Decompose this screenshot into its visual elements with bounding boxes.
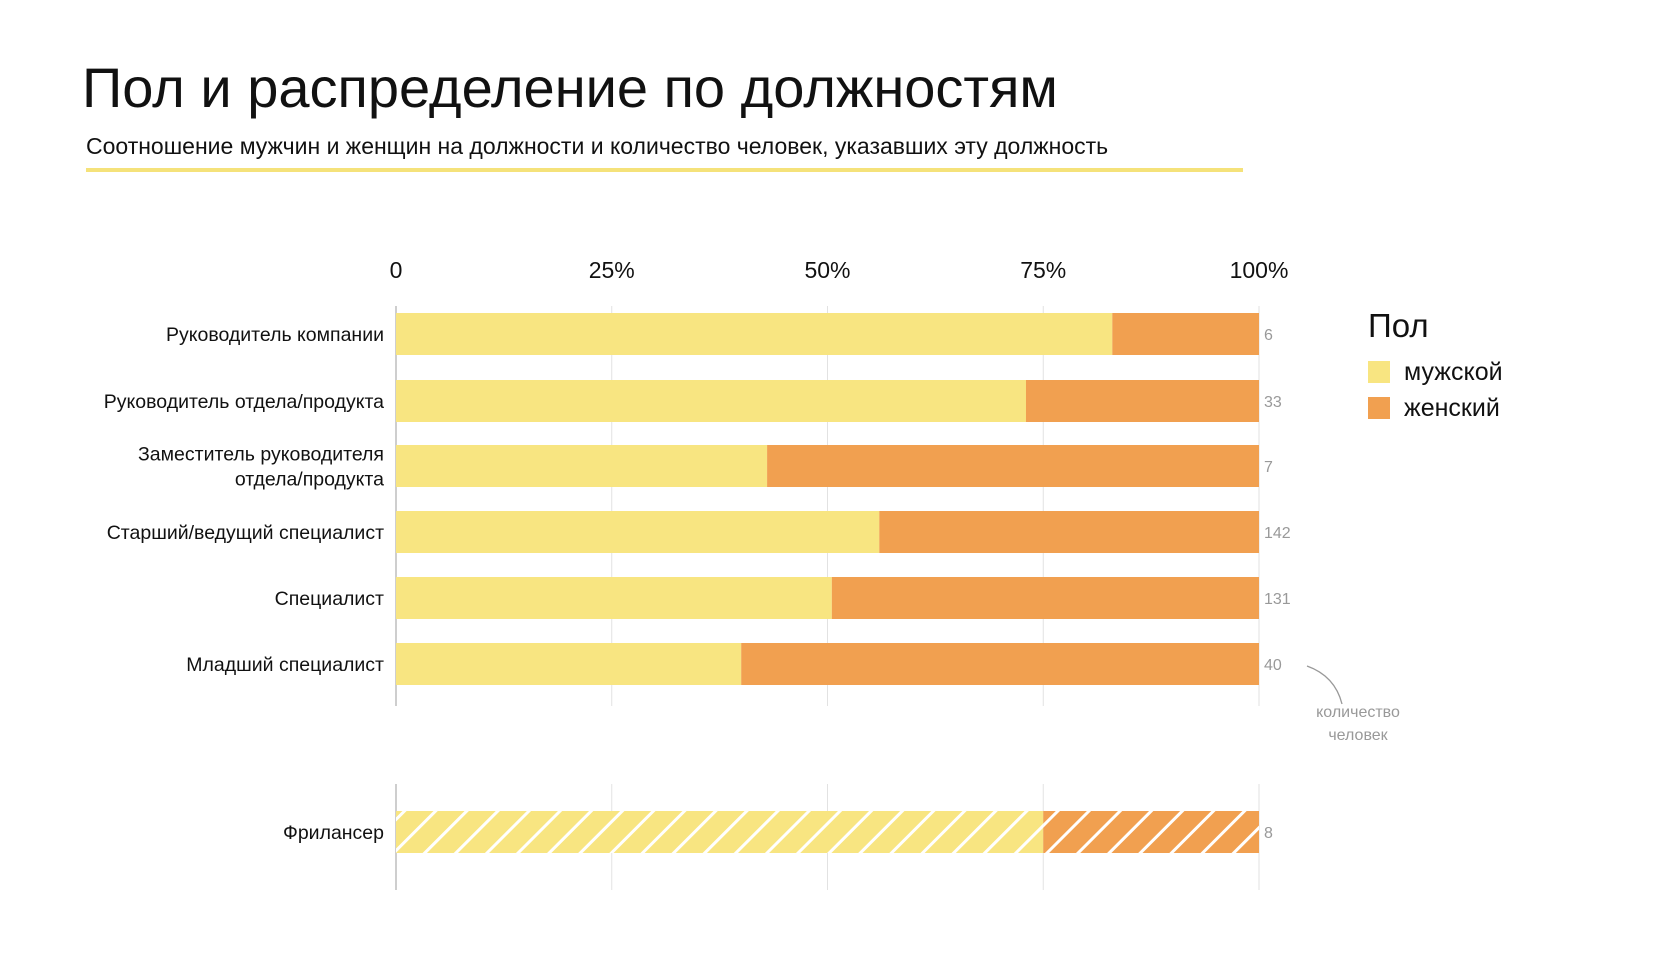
- chart-title: Пол и распределение по должностям: [82, 56, 1058, 119]
- x-tick-label-3: 75%: [1020, 257, 1066, 283]
- bar-female-group0-row5: [741, 643, 1259, 685]
- category-label-group0-row2-line0: Заместитель руководителя: [138, 444, 384, 466]
- legend-swatch-female: [1368, 397, 1390, 419]
- count-label-group0-row5: 40: [1264, 657, 1282, 674]
- bar-female-group0-row3: [879, 511, 1259, 553]
- bar-female-group0-row1: [1025, 380, 1259, 422]
- legend-item-male: мужской: [1368, 354, 1503, 390]
- count-label-group0-row3: 142: [1264, 525, 1291, 542]
- legend-swatch-male: [1368, 361, 1390, 383]
- category-label-group1-row0-line0: Фрилансер: [283, 822, 384, 844]
- category-label-group0-row1-line0: Руководитель отдела/продукта: [104, 391, 384, 413]
- count-label-group0-row1: 33: [1264, 394, 1282, 411]
- bars-layer: Руководитель компании 6 Руководитель отдел…: [104, 313, 1291, 853]
- count-label-group0-row4: 131: [1264, 591, 1291, 608]
- legend-title: Пол: [1368, 307, 1429, 344]
- category-label-group0-row0-line0: Руководитель компании: [166, 324, 384, 346]
- x-tick-label-4: 100%: [1230, 257, 1289, 283]
- category-label-group0-row2-line1: отдела/продукта: [235, 469, 384, 491]
- count-label-group0-row2: 7: [1264, 459, 1273, 476]
- bar-male-group0-row3: [396, 511, 880, 553]
- chart-subtitle: Соотношение мужчин и женщин на должности…: [86, 133, 1109, 159]
- bar-male-group0-row1: [396, 380, 1026, 422]
- bar-female-group0-row4: [831, 577, 1259, 619]
- x-tick-label-0: 0: [390, 257, 403, 283]
- annotation-text-line2: человек: [1328, 727, 1388, 744]
- legend: Пол мужской женский: [1368, 306, 1503, 426]
- x-axis-ticks: 0 25% 50% 75% 100%: [390, 257, 1289, 283]
- legend-item-female: женский: [1368, 390, 1503, 426]
- bar-male-group0-row4: [396, 577, 832, 619]
- bar-male-group0-row2: [396, 445, 768, 487]
- x-tick-label-1: 25%: [589, 257, 635, 283]
- bar-female-group0-row0: [1112, 313, 1259, 355]
- category-label-group0-row5-line0: Младший специалист: [186, 654, 384, 676]
- bar-male-group1-row0: [396, 811, 1044, 853]
- annotation-text-line1: количество: [1316, 704, 1400, 721]
- legend-label-female: женский: [1404, 393, 1500, 422]
- subtitle-underline: [86, 168, 1243, 172]
- annotation-pointer: [1306, 665, 1343, 705]
- category-label-group0-row3-line0: Старший/ведущий специалист: [107, 522, 384, 544]
- legend-label-male: мужской: [1404, 357, 1503, 386]
- bar-male-group0-row0: [396, 313, 1113, 355]
- category-label-group0-row4-line0: Специалист: [275, 588, 384, 610]
- count-label-group1-row0: 8: [1264, 825, 1273, 842]
- count-label-group0-row0: 6: [1264, 327, 1273, 344]
- bar-male-group0-row5: [396, 643, 742, 685]
- bar-female-group1-row0: [1043, 811, 1259, 853]
- bar-female-group0-row2: [767, 445, 1259, 487]
- count-annotation: количество человек: [1306, 665, 1400, 744]
- x-tick-label-2: 50%: [804, 257, 850, 283]
